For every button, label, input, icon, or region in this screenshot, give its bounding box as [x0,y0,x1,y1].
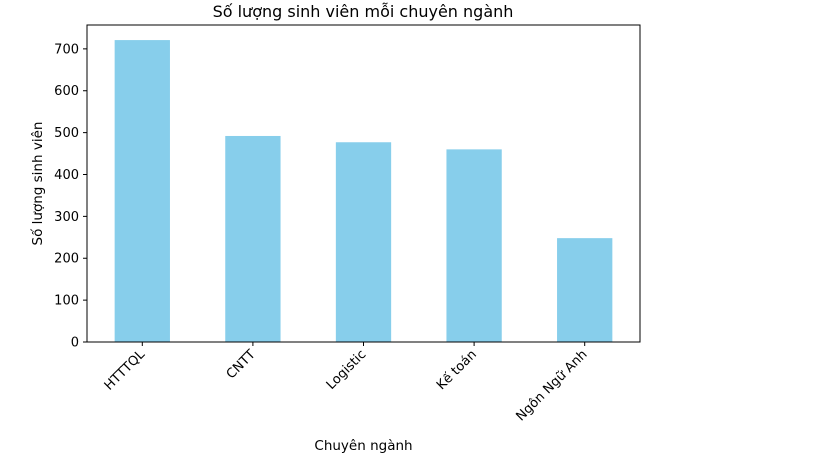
bar-kế-toán [446,149,502,342]
y-tick-label: 600 [54,84,79,99]
bars-group [114,40,613,342]
y-axis: 0 100 200 300 400 500 600 700 [54,42,87,351]
y-tick-label: 0 [71,336,79,351]
y-axis-title: Số lượng sinh viên [29,122,46,246]
x-tick-label: HTTTQL [102,347,149,394]
y-tick-label: 200 [54,252,79,267]
y-tick-label: 500 [54,126,79,141]
bar-cntt [225,135,281,342]
y-tick-label: 400 [54,168,79,183]
x-axis: HTTTQL CNTT Logistic Kế toán Ngôn Ngữ Anh [102,342,591,424]
bar-logistic [335,142,392,342]
plot-frame [86,24,641,343]
y-tick-label: 700 [54,42,79,57]
x-axis-title: Chuyên ngành [314,438,412,454]
x-tick-label: CNTT [224,347,259,382]
y-tick-label: 100 [54,294,79,309]
x-tick-label: Kế toán [434,347,480,393]
bar-ngôn-ngữ-anh [557,238,613,342]
bar-htttql [114,40,170,342]
x-tick-label: Logistic [324,347,370,393]
chart-title: Số lượng sinh viên mỗi chuyên ngành [213,2,514,21]
y-tick-label: 300 [54,210,79,225]
x-tick-label: Ngôn Ngữ Anh [513,347,590,424]
